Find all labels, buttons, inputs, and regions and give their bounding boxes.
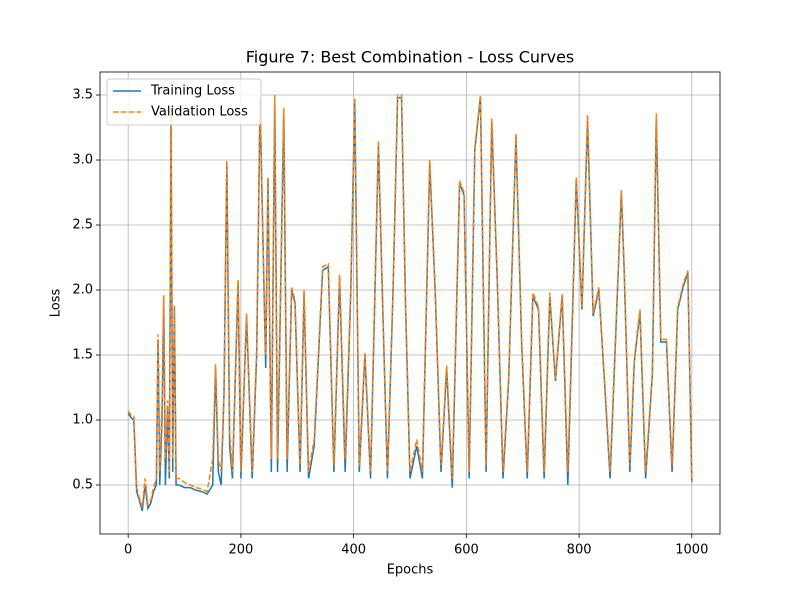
x-tick-label: 0 <box>124 543 132 558</box>
y-axis-label: Loss <box>49 289 64 318</box>
y-tick-label: 0.5 <box>72 477 93 492</box>
y-tick-label: 3.0 <box>72 153 93 168</box>
y-tick-label: 1.5 <box>72 347 93 362</box>
x-tick-label: 400 <box>341 543 366 558</box>
y-tick-label: 2.0 <box>72 283 93 298</box>
x-tick-label: 800 <box>567 543 592 558</box>
y-tick-label: 3.5 <box>72 88 93 103</box>
x-tick-label: 600 <box>454 543 479 558</box>
y-tick-label: 2.5 <box>72 218 93 233</box>
legend-label: Training Loss <box>150 84 235 99</box>
legend: Training Loss Validation Loss <box>106 78 262 126</box>
data-line <box>127 94 693 508</box>
x-tick-label: 200 <box>228 543 253 558</box>
legend-label: Validation Loss <box>151 105 248 120</box>
x-tick-label: 1000 <box>675 543 708 558</box>
legend-box <box>106 78 262 126</box>
plot-frame <box>99 71 721 535</box>
chart-title: Figure 7: Best Combination - Loss Curves <box>246 48 575 67</box>
y-tick-label: 1.0 <box>72 412 93 427</box>
x-axis-label: Epochs <box>387 563 434 578</box>
